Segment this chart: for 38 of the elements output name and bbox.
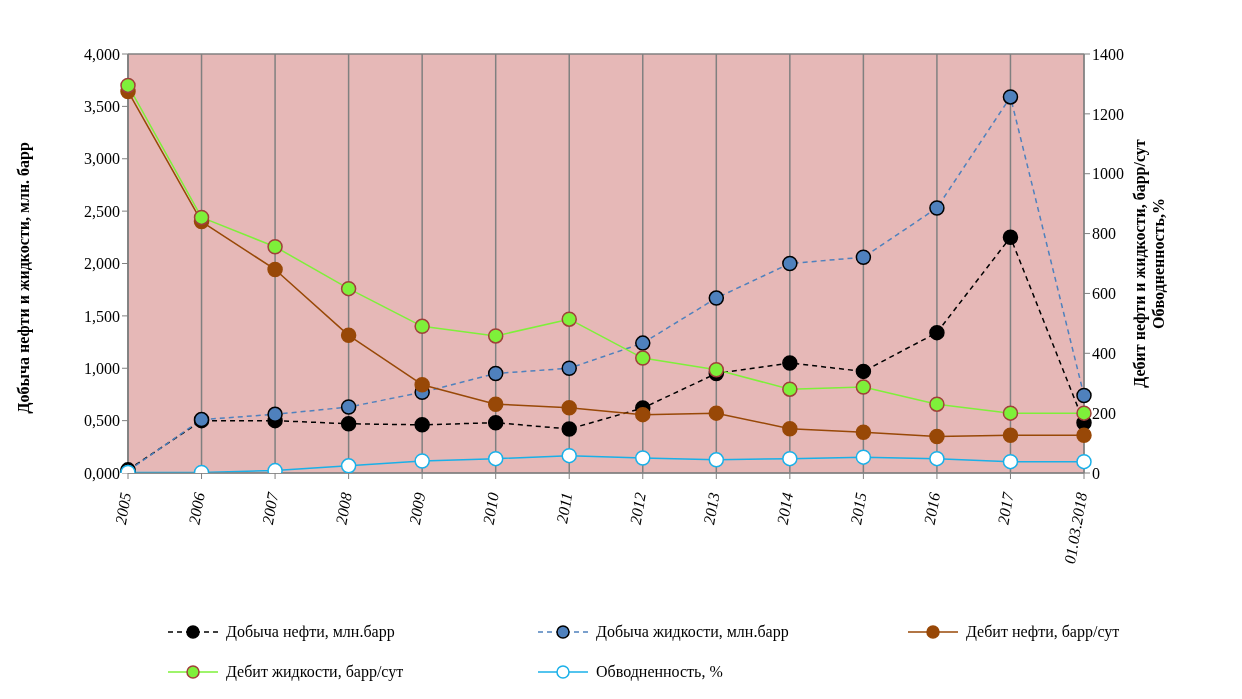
x-tick-label: 2014: [773, 491, 797, 526]
y-tick-label: 1,000: [84, 359, 120, 377]
y2-tick-label: 1400: [1092, 45, 1124, 63]
legend-label: Обводненность, %: [596, 663, 723, 681]
x-tick-label: 2016: [920, 491, 944, 526]
y-tick-label: 0,500: [84, 412, 120, 430]
x-tick-label: 2005: [111, 491, 135, 526]
x-tick-label: 2017: [994, 490, 1017, 526]
legend-label: Дебит жидкости, барр/сут: [226, 663, 404, 681]
x-tick-label: 2015: [847, 491, 870, 526]
y-tick-label: 2,500: [84, 202, 120, 220]
y-tick-label: 3,000: [84, 150, 120, 168]
y2-tick-label: 200: [1092, 404, 1116, 422]
x-tick-label: 01.03.2018: [1060, 491, 1091, 566]
y2-tick-label: 800: [1092, 225, 1116, 243]
y2-tick-label: 0: [1092, 464, 1100, 482]
x-tick-label: 2009: [406, 491, 429, 526]
y2-tick-label: 600: [1092, 285, 1116, 303]
x-tick-label: 2011: [553, 491, 576, 525]
x-tick-label: 2006: [185, 491, 208, 526]
y-tick-label: 2,000: [84, 255, 120, 273]
y2-tick-label: 400: [1092, 344, 1116, 362]
y-tick-label: 4,000: [84, 45, 120, 63]
legend-label: Добыча нефти, млн.барр: [226, 623, 395, 641]
x-tick-label: 2013: [700, 491, 723, 526]
legend-label: Добыча жидкости, млн.барр: [596, 623, 789, 641]
y2-tick-label: 1000: [1092, 165, 1124, 183]
legend-label: Дебит нефти, барр/сут: [966, 623, 1120, 641]
x-tick-label: 2008: [332, 491, 355, 526]
y-axis-title: Добыча нефти и жидкости, млн. барр: [14, 142, 33, 414]
y2-axis-title: Дебит нефти и жидкости, барр/сут Обводненность,%: [1131, 139, 1167, 388]
y-tick-label: 0,000: [84, 464, 120, 482]
y2-tick-label: 1200: [1092, 105, 1124, 123]
y-tick-label: 1,500: [84, 307, 120, 325]
x-tick-label: 2012: [626, 491, 649, 526]
y-tick-label: 3,500: [84, 98, 120, 116]
x-tick-label: 2007: [258, 490, 282, 526]
x-tick-label: 2010: [479, 491, 502, 526]
